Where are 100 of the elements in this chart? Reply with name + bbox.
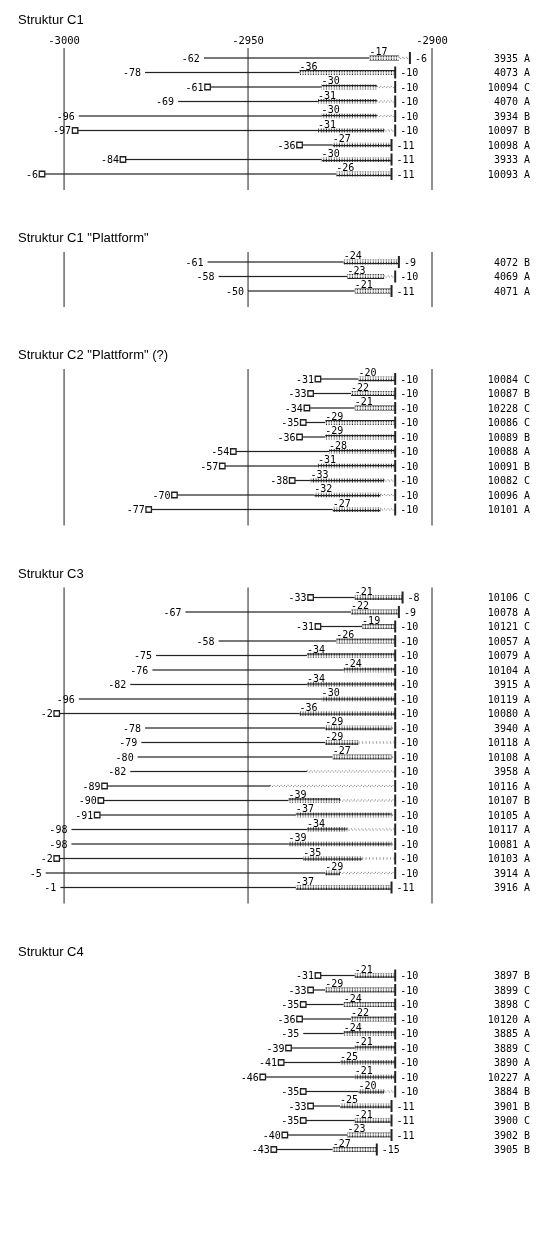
annotation: -33	[288, 388, 307, 399]
annotation: -69	[156, 96, 175, 107]
y-tick-label: 3934 B	[493, 110, 530, 122]
annotation: -1	[44, 882, 57, 893]
bar	[332, 754, 392, 760]
annotation: -11	[396, 154, 415, 165]
point	[307, 1102, 314, 1110]
y-tick-label: 3902 B	[493, 1129, 530, 1141]
y-tick-label: 10084 C	[487, 373, 530, 385]
bar	[343, 1002, 396, 1007]
annotation: -82	[108, 679, 127, 690]
annotation: -10	[400, 1013, 419, 1025]
bar	[317, 99, 377, 104]
point	[145, 506, 153, 513]
annotation: -79	[119, 737, 138, 748]
annotation: -50	[225, 285, 245, 297]
annotation: -46	[240, 1071, 259, 1083]
y-tick-label: 10228 C	[487, 402, 530, 414]
point	[285, 1044, 292, 1052]
y-tick-label: 10227 A	[487, 1071, 530, 1083]
annotation: -27	[332, 497, 351, 509]
point	[53, 710, 61, 717]
y-tick-label: 10079 A	[487, 650, 530, 661]
annotation: -10	[400, 431, 419, 443]
annotation: -19	[362, 614, 381, 626]
y-tick-label: 10093 A	[487, 168, 530, 180]
point	[71, 127, 79, 134]
y-tick-label: 10103 A	[487, 853, 530, 864]
annotation: -29	[325, 861, 344, 872]
annotation: -10	[400, 489, 419, 501]
annotation: -11	[396, 1115, 415, 1126]
annotation: -10	[400, 708, 419, 719]
bar	[354, 1074, 396, 1080]
annotation: -10	[400, 664, 419, 676]
point	[259, 1073, 267, 1081]
annotation: -8	[407, 592, 420, 603]
annotation: -10	[400, 271, 419, 282]
annotation: -27	[332, 133, 351, 144]
annotation: -10	[400, 722, 419, 734]
point	[229, 448, 237, 455]
annotation: -24	[343, 658, 362, 669]
annotation: -40	[262, 1129, 281, 1141]
annotation: -21	[354, 1036, 373, 1047]
y-tick-label: 10106 C	[487, 592, 530, 603]
annotation: -80	[115, 751, 134, 763]
annotation: -84	[100, 154, 119, 165]
annotation: -61	[185, 256, 204, 268]
annotation: -37	[295, 803, 314, 814]
x-tick-label: -3000	[48, 34, 80, 46]
y-tick-label: 10089 B	[487, 431, 530, 443]
bar	[299, 711, 396, 716]
annotation: -10	[400, 679, 419, 690]
annotation: -31	[295, 373, 314, 385]
y-tick-label: 3901 B	[493, 1100, 530, 1112]
y-tick-label: 10116 A	[487, 780, 530, 792]
annotation: -24	[343, 992, 362, 1004]
point	[204, 83, 211, 91]
annotation: -96	[56, 693, 75, 705]
annotation: -30	[321, 687, 340, 698]
chart-title: Struktur C1	[18, 12, 84, 27]
y-tick-label: 10080 A	[487, 708, 530, 719]
bar	[303, 856, 363, 861]
y-tick-label: 10057 A	[487, 635, 530, 647]
annotation: -22	[351, 1007, 370, 1018]
point	[299, 1117, 307, 1124]
y-tick-label: 3897 B	[493, 970, 530, 981]
annotation: -98	[49, 838, 68, 850]
annotation: -36	[299, 60, 318, 72]
point	[101, 782, 108, 790]
annotation: -10	[400, 67, 419, 78]
annotation: -29	[325, 425, 344, 436]
annotation: -10	[400, 402, 419, 414]
bar	[325, 987, 396, 993]
annotation: -10	[400, 970, 419, 981]
annotation: -21	[354, 1108, 373, 1120]
annotation: -10	[400, 504, 419, 515]
annotation: -96	[56, 110, 75, 122]
bar	[321, 696, 396, 702]
y-tick-label: 10117 A	[487, 824, 530, 835]
annotation: -17	[369, 46, 388, 57]
y-tick-label: 10088 A	[487, 446, 530, 457]
annotation: -31	[295, 970, 314, 981]
annotation: -35	[281, 999, 300, 1010]
annotation: -10	[400, 1042, 419, 1054]
annotation: -36	[277, 1013, 296, 1025]
annotation: -39	[288, 788, 307, 800]
annotation: -11	[396, 1100, 415, 1112]
y-tick-label: 3905 B	[493, 1144, 530, 1155]
point	[53, 855, 61, 862]
bar	[343, 1031, 396, 1036]
annotation: -10	[400, 1057, 419, 1068]
y-tick-label: 10121 C	[487, 621, 530, 632]
y-tick-label: 10097 B	[487, 125, 530, 136]
bar	[369, 55, 399, 61]
y-tick-label: 3890 A	[493, 1057, 530, 1068]
bar	[325, 434, 396, 440]
annotation: -21	[354, 585, 373, 597]
bar	[288, 798, 341, 803]
point	[218, 462, 226, 470]
point	[307, 390, 314, 397]
